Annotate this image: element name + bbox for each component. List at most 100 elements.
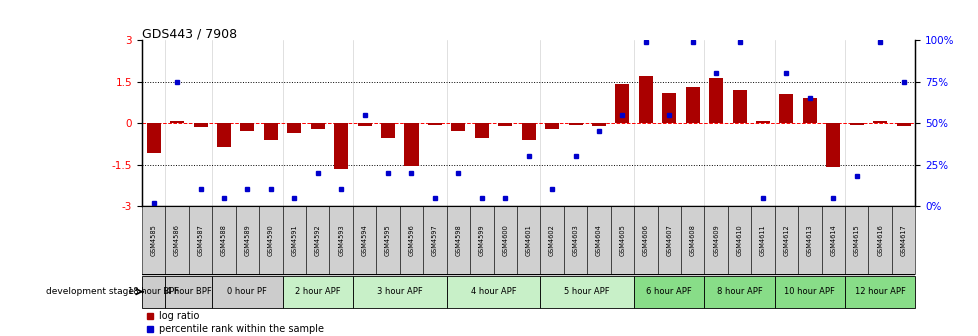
Bar bbox=[194, 123, 207, 127]
Text: GSM4601: GSM4601 bbox=[525, 224, 531, 256]
Bar bbox=[399, 206, 422, 274]
Bar bbox=[446, 206, 469, 274]
Text: GSM4606: GSM4606 bbox=[643, 224, 648, 256]
Bar bbox=[681, 206, 704, 274]
Text: GSM4603: GSM4603 bbox=[572, 224, 578, 256]
Bar bbox=[165, 206, 189, 274]
Bar bbox=[634, 206, 657, 274]
Bar bbox=[283, 206, 306, 274]
Text: 8 hour APF: 8 hour APF bbox=[716, 287, 762, 296]
Bar bbox=[170, 121, 184, 123]
Bar bbox=[330, 206, 352, 274]
Text: 2 hour APF: 2 hour APF bbox=[294, 287, 340, 296]
Text: GSM4615: GSM4615 bbox=[853, 224, 859, 256]
Bar bbox=[615, 84, 629, 123]
Bar bbox=[217, 123, 231, 146]
Bar bbox=[592, 123, 605, 126]
Bar bbox=[404, 123, 418, 166]
Bar bbox=[545, 123, 558, 129]
Bar bbox=[498, 123, 511, 126]
Text: GSM4593: GSM4593 bbox=[337, 224, 344, 256]
Bar bbox=[849, 123, 863, 125]
Bar bbox=[310, 123, 325, 129]
Bar bbox=[147, 123, 160, 154]
Bar bbox=[352, 206, 376, 274]
Text: 12 hour APF: 12 hour APF bbox=[854, 287, 905, 296]
Bar bbox=[287, 123, 301, 133]
Text: development stage: development stage bbox=[46, 287, 134, 296]
Bar bbox=[797, 206, 821, 274]
Text: GSM4616: GSM4616 bbox=[876, 224, 882, 256]
Bar bbox=[142, 206, 165, 274]
Text: GSM4602: GSM4602 bbox=[549, 224, 555, 256]
Text: GSM4598: GSM4598 bbox=[455, 224, 461, 256]
Bar bbox=[750, 206, 774, 274]
Bar bbox=[657, 206, 681, 274]
Text: GSM4585: GSM4585 bbox=[151, 224, 156, 256]
Text: GSM4608: GSM4608 bbox=[689, 224, 695, 256]
Bar bbox=[704, 276, 774, 308]
Text: GSM4586: GSM4586 bbox=[174, 224, 180, 256]
Text: 6 hour APF: 6 hour APF bbox=[645, 287, 691, 296]
Text: 5 hour APF: 5 hour APF bbox=[564, 287, 609, 296]
Bar bbox=[376, 206, 399, 274]
Bar bbox=[259, 206, 283, 274]
Text: GSM4612: GSM4612 bbox=[782, 224, 788, 256]
Text: GSM4604: GSM4604 bbox=[596, 224, 601, 256]
Bar bbox=[516, 206, 540, 274]
Bar bbox=[896, 123, 910, 126]
Bar bbox=[867, 206, 891, 274]
Text: GSM4613: GSM4613 bbox=[806, 224, 812, 256]
Text: GSM4607: GSM4607 bbox=[666, 224, 672, 256]
Bar bbox=[142, 276, 165, 308]
Bar bbox=[778, 94, 793, 123]
Bar bbox=[634, 276, 704, 308]
Text: 0 hour PF: 0 hour PF bbox=[227, 287, 267, 296]
Text: GSM4599: GSM4599 bbox=[478, 224, 484, 256]
Bar bbox=[521, 123, 535, 140]
Bar bbox=[563, 206, 587, 274]
Text: GSM4596: GSM4596 bbox=[408, 224, 414, 256]
Text: GSM4605: GSM4605 bbox=[619, 224, 625, 256]
Bar bbox=[755, 121, 770, 123]
Bar bbox=[446, 276, 540, 308]
Bar bbox=[212, 276, 283, 308]
Text: GSM4590: GSM4590 bbox=[268, 224, 274, 256]
Bar bbox=[639, 76, 652, 123]
Text: GSM4614: GSM4614 bbox=[829, 224, 835, 256]
Text: GSM4588: GSM4588 bbox=[221, 224, 227, 256]
Bar bbox=[844, 206, 867, 274]
Bar bbox=[165, 276, 212, 308]
Bar bbox=[357, 123, 372, 126]
Text: GSM4611: GSM4611 bbox=[759, 224, 765, 256]
Bar bbox=[189, 206, 212, 274]
Bar bbox=[422, 206, 446, 274]
Bar bbox=[241, 123, 254, 131]
Text: GSM4597: GSM4597 bbox=[431, 224, 437, 256]
Bar bbox=[844, 276, 914, 308]
Text: GDS443 / 7908: GDS443 / 7908 bbox=[142, 27, 237, 40]
Bar bbox=[587, 206, 610, 274]
Text: GSM4591: GSM4591 bbox=[291, 224, 297, 256]
Bar bbox=[469, 206, 493, 274]
Bar bbox=[333, 123, 348, 169]
Bar bbox=[540, 206, 563, 274]
Text: GSM4595: GSM4595 bbox=[384, 224, 390, 256]
Text: log ratio: log ratio bbox=[158, 311, 200, 321]
Bar bbox=[451, 123, 465, 131]
Text: 3 hour APF: 3 hour APF bbox=[377, 287, 422, 296]
Text: 4 hour BPF: 4 hour BPF bbox=[166, 287, 211, 296]
Text: GSM4589: GSM4589 bbox=[244, 224, 250, 256]
Bar bbox=[891, 206, 914, 274]
Bar bbox=[283, 276, 352, 308]
Bar bbox=[380, 123, 395, 138]
Text: 10 hour APF: 10 hour APF bbox=[783, 287, 834, 296]
Bar bbox=[704, 206, 727, 274]
Bar bbox=[263, 123, 278, 140]
Bar bbox=[825, 123, 839, 167]
Bar bbox=[661, 93, 676, 123]
Bar bbox=[212, 206, 236, 274]
Bar bbox=[306, 206, 330, 274]
Bar bbox=[802, 98, 816, 123]
Bar bbox=[236, 206, 259, 274]
